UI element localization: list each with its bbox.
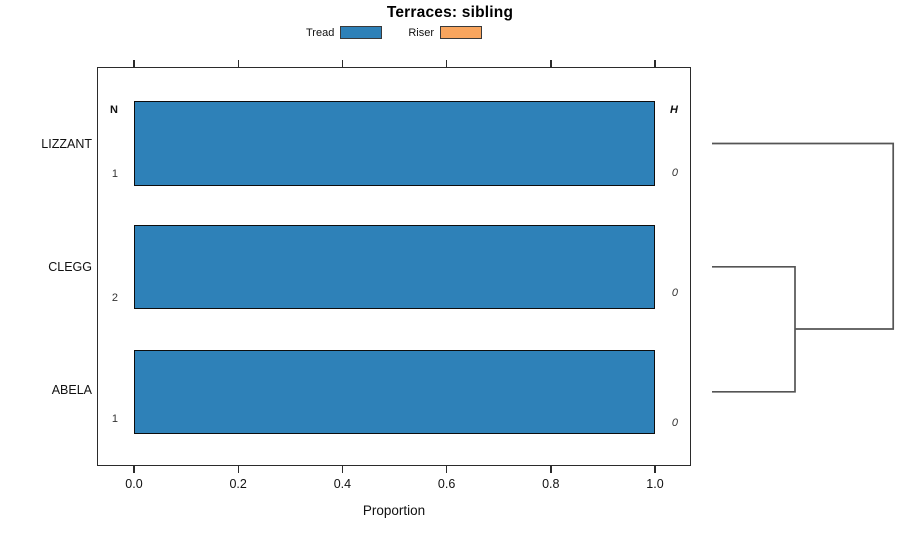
legend-item-tread: Tread bbox=[306, 26, 383, 39]
bottom-tick-4 bbox=[550, 466, 552, 473]
bottom-tick-2 bbox=[341, 466, 344, 473]
h-value-lizzant: 0 bbox=[671, 167, 678, 179]
x-axis-title: Proportion bbox=[362, 503, 426, 518]
top-tick-5 bbox=[654, 60, 656, 67]
top-tick-2 bbox=[341, 60, 344, 67]
tread-color-swatch bbox=[340, 26, 383, 39]
h-column-header: H bbox=[670, 104, 678, 116]
bottom-tick-0 bbox=[133, 466, 135, 473]
n-value-clegg: 2 bbox=[111, 292, 118, 304]
x-tick-label-3: 0.6 bbox=[437, 477, 456, 491]
legend-label-tread: Tread bbox=[306, 26, 335, 39]
n-value-abela: 1 bbox=[111, 413, 118, 425]
x-tick-label-4: 0.8 bbox=[542, 477, 560, 491]
chart-title: Terraces: sibling bbox=[386, 4, 514, 21]
bar-lizzant-tread bbox=[133, 101, 655, 186]
top-tick-3 bbox=[445, 60, 448, 67]
x-tick-label-5: 1.0 bbox=[646, 477, 664, 491]
bar-clegg-tread bbox=[133, 224, 655, 309]
top-tick-4 bbox=[550, 60, 552, 67]
n-value-lizzant: 1 bbox=[111, 168, 118, 180]
legend-item-riser: Riser bbox=[408, 26, 482, 39]
bottom-tick-5 bbox=[654, 466, 656, 473]
legend-label-riser: Riser bbox=[408, 26, 434, 39]
x-tick-label-1: 0.2 bbox=[229, 477, 247, 491]
bottom-tick-3 bbox=[445, 466, 448, 473]
x-tick-label-0: 0.0 bbox=[125, 477, 143, 491]
row-label-lizzant: LIZZANT bbox=[41, 137, 92, 151]
row-label-abela: ABELA bbox=[51, 383, 92, 397]
legend: Tread Riser bbox=[306, 26, 482, 39]
bottom-tick-1 bbox=[237, 466, 239, 473]
n-column-header: N bbox=[110, 104, 118, 116]
top-tick-0 bbox=[133, 60, 135, 67]
h-value-abela: 0 bbox=[671, 417, 678, 429]
riser-color-swatch bbox=[440, 26, 482, 39]
h-value-clegg: 0 bbox=[671, 287, 678, 299]
x-tick-label-2: 0.4 bbox=[333, 477, 352, 491]
top-tick-1 bbox=[237, 60, 239, 67]
dendrogram-branch-clegg-abela bbox=[712, 265, 796, 393]
dendrogram-branch-lizzant bbox=[712, 142, 895, 330]
bar-abela-tread bbox=[133, 349, 655, 434]
row-label-clegg: CLEGG bbox=[48, 260, 92, 274]
